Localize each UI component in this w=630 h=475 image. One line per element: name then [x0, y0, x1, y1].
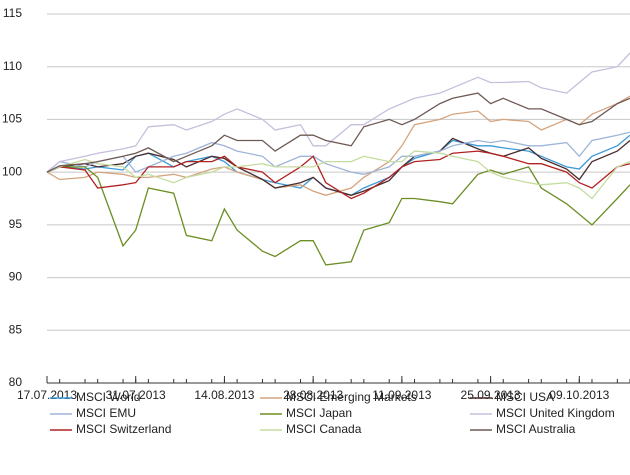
legend-label: MSCI World — [76, 390, 140, 404]
series-line — [46, 150, 630, 200]
series-line — [46, 134, 630, 197]
y-tick-label: 95 — [9, 217, 23, 231]
series-line — [46, 92, 630, 173]
legend-label: MSCI EMU — [76, 406, 136, 420]
y-tick-label: 110 — [3, 59, 22, 73]
legend-label: MSCI Australia — [496, 422, 576, 436]
x-tick-label: 28.08.2013 — [283, 388, 343, 402]
y-tick-label: 115 — [3, 6, 22, 20]
series-line — [46, 131, 630, 175]
series-line — [46, 150, 630, 200]
y-tick-label: 105 — [2, 112, 22, 126]
x-tick-label: 14.08.2013 — [194, 388, 254, 402]
y-tick-label: 90 — [9, 270, 23, 284]
series-line — [46, 137, 630, 196]
legend-label: MSCI Switzerland — [76, 422, 171, 436]
legend-label: MSCI Emerging Markets — [286, 390, 417, 404]
y-tick-label: 80 — [9, 375, 23, 389]
series-line — [46, 166, 630, 266]
legend-label: MSCI Japan — [286, 406, 352, 420]
legend-label: MSCI USA — [496, 390, 554, 404]
y-tick-label: 85 — [9, 322, 23, 336]
x-tick-label: 09.10.2013 — [549, 388, 609, 402]
x-tick-label: 11.09.2013 — [372, 388, 431, 402]
y-tick-label: 100 — [2, 164, 22, 178]
legend-label: MSCI Canada — [286, 422, 362, 436]
legend-label: MSCI United Kingdom — [496, 406, 615, 420]
x-tick-label: 31.07.2013 — [106, 388, 166, 402]
series-line — [46, 52, 630, 173]
x-tick-label: 17.07.2013 — [17, 388, 77, 402]
